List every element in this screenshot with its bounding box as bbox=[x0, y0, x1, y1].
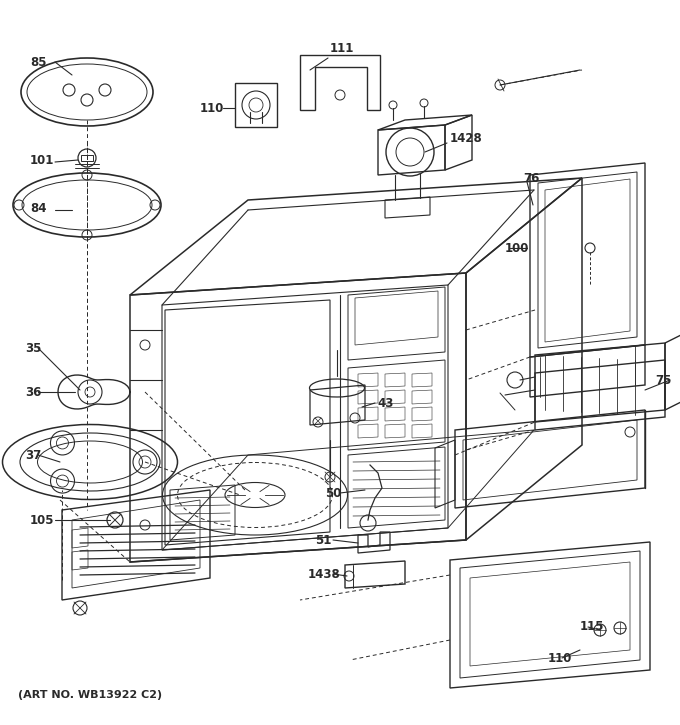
Text: 43: 43 bbox=[377, 397, 393, 410]
Text: 51: 51 bbox=[315, 534, 331, 547]
Text: (ART NO. WB13922 C2): (ART NO. WB13922 C2) bbox=[18, 690, 162, 700]
Text: 110: 110 bbox=[548, 652, 573, 665]
Text: 37: 37 bbox=[25, 449, 41, 462]
Text: 115: 115 bbox=[580, 621, 605, 634]
Text: 75: 75 bbox=[655, 373, 671, 386]
Text: 105: 105 bbox=[30, 513, 54, 526]
Text: 101: 101 bbox=[30, 154, 54, 167]
Text: 36: 36 bbox=[25, 386, 41, 399]
Text: 35: 35 bbox=[25, 341, 41, 355]
Text: 1428: 1428 bbox=[450, 131, 483, 144]
Text: 111: 111 bbox=[330, 41, 354, 54]
Text: 1438: 1438 bbox=[308, 568, 341, 581]
Text: 76: 76 bbox=[523, 172, 539, 184]
Text: 85: 85 bbox=[30, 56, 46, 68]
Text: 100: 100 bbox=[505, 241, 529, 254]
Text: 50: 50 bbox=[325, 486, 341, 500]
Text: 84: 84 bbox=[30, 202, 46, 215]
Text: 110: 110 bbox=[200, 102, 224, 115]
